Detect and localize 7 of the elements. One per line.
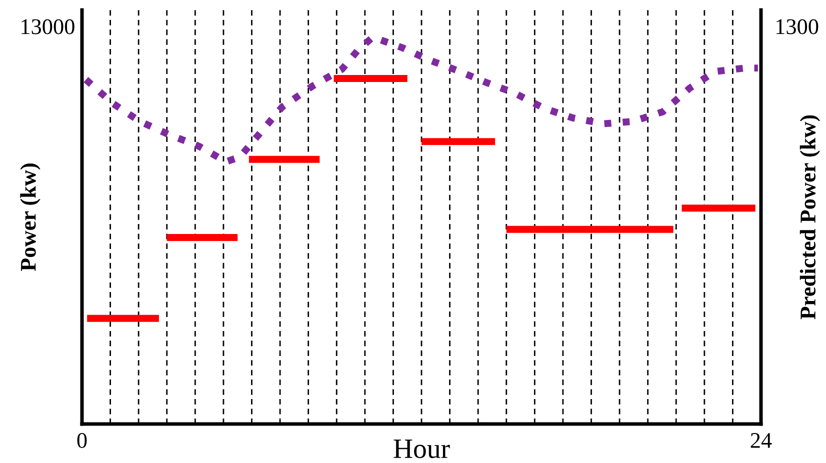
y-axis-title: Power (kw) (20, 164, 40, 272)
text: 1300 (776, 19, 818, 34)
text: 13000 (22, 19, 74, 34)
x-tick-label: 24 (750, 433, 772, 448)
y2-axis-title: Predicted Power (kw) (800, 115, 820, 320)
x-axis-title: Hour (394, 440, 450, 458)
x-tick-label: 0 (77, 432, 87, 448)
